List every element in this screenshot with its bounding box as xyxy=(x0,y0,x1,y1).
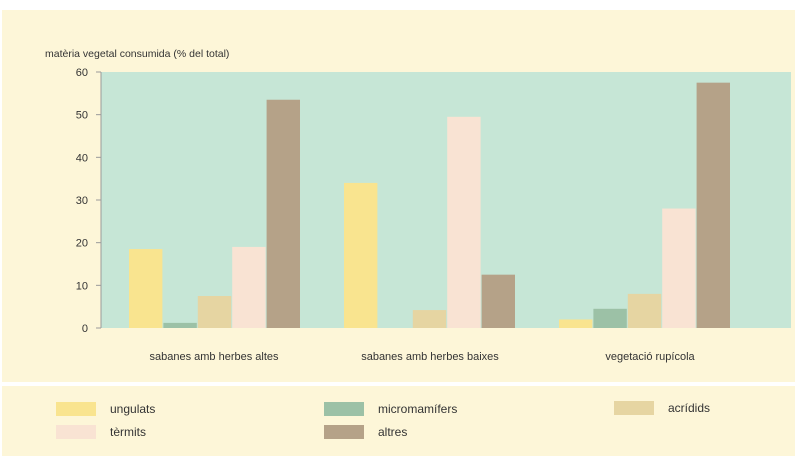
bar-termits-2 xyxy=(447,116,481,328)
legend-swatch-termits xyxy=(56,425,96,439)
y-tick-label: 40 xyxy=(76,152,88,164)
chart-panel: matèria vegetal consumida (% del total) … xyxy=(2,10,795,382)
legend-swatch-altres xyxy=(324,425,364,439)
legend-item-acridids: acrídids xyxy=(614,400,710,416)
y-tick-label: 10 xyxy=(76,280,88,292)
category-label: sabanes amb herbes altes xyxy=(149,351,279,363)
legend-swatch-ungulats xyxy=(56,402,96,416)
y-tick-label: 20 xyxy=(76,238,88,250)
y-tick-label: 50 xyxy=(76,110,88,122)
bar-acridids-1 xyxy=(197,296,232,328)
legend-item-ungulats: ungulats xyxy=(56,401,155,417)
legend-item-termits: tèrmits xyxy=(56,424,146,440)
bar-ungulats-2 xyxy=(344,182,378,328)
y-axis-title: matèria vegetal consumida (% del total) xyxy=(45,48,230,60)
legend-swatch-acridids xyxy=(614,401,654,415)
bar-altres-3 xyxy=(696,82,730,329)
legend-swatch-micromamifers xyxy=(324,402,364,416)
legend-label-ungulats: ungulats xyxy=(110,402,156,416)
category-label: sabanes amb herbes baixes xyxy=(361,351,499,363)
bar-micromamifers-3 xyxy=(593,308,627,328)
bar-acridids-3 xyxy=(627,293,662,328)
y-tick-label: 30 xyxy=(76,195,88,207)
legend-label-micromamifers: micromamífers xyxy=(378,402,458,416)
legend-item-altres: altres xyxy=(324,424,407,440)
bar-chart: 0 10 20 30 40 50 60 sabanes amb herbes altes sa… xyxy=(76,67,791,363)
legend-label-acridids: acrídids xyxy=(668,401,711,415)
bar-termits-3 xyxy=(662,208,696,328)
bar-ungulats-1 xyxy=(129,249,163,328)
legend: ungulats tèrmits micromamífers altres ac… xyxy=(2,386,795,456)
y-tick-label: 0 xyxy=(82,323,88,335)
legend-item-micromamifers: micromamífers xyxy=(324,401,457,417)
bar-ungulats-3 xyxy=(559,319,593,328)
bar-micromamifers-1 xyxy=(163,322,197,328)
category-label: vegetació rupícola xyxy=(605,351,695,363)
legend-label-altres: altres xyxy=(378,425,408,439)
bar-acridids-2 xyxy=(412,310,447,328)
bar-altres-1 xyxy=(266,99,300,328)
bar-termits-1 xyxy=(232,246,266,328)
legend-label-termits: tèrmits xyxy=(110,425,146,439)
y-tick-label: 60 xyxy=(76,67,88,79)
bar-altres-2 xyxy=(481,274,515,328)
